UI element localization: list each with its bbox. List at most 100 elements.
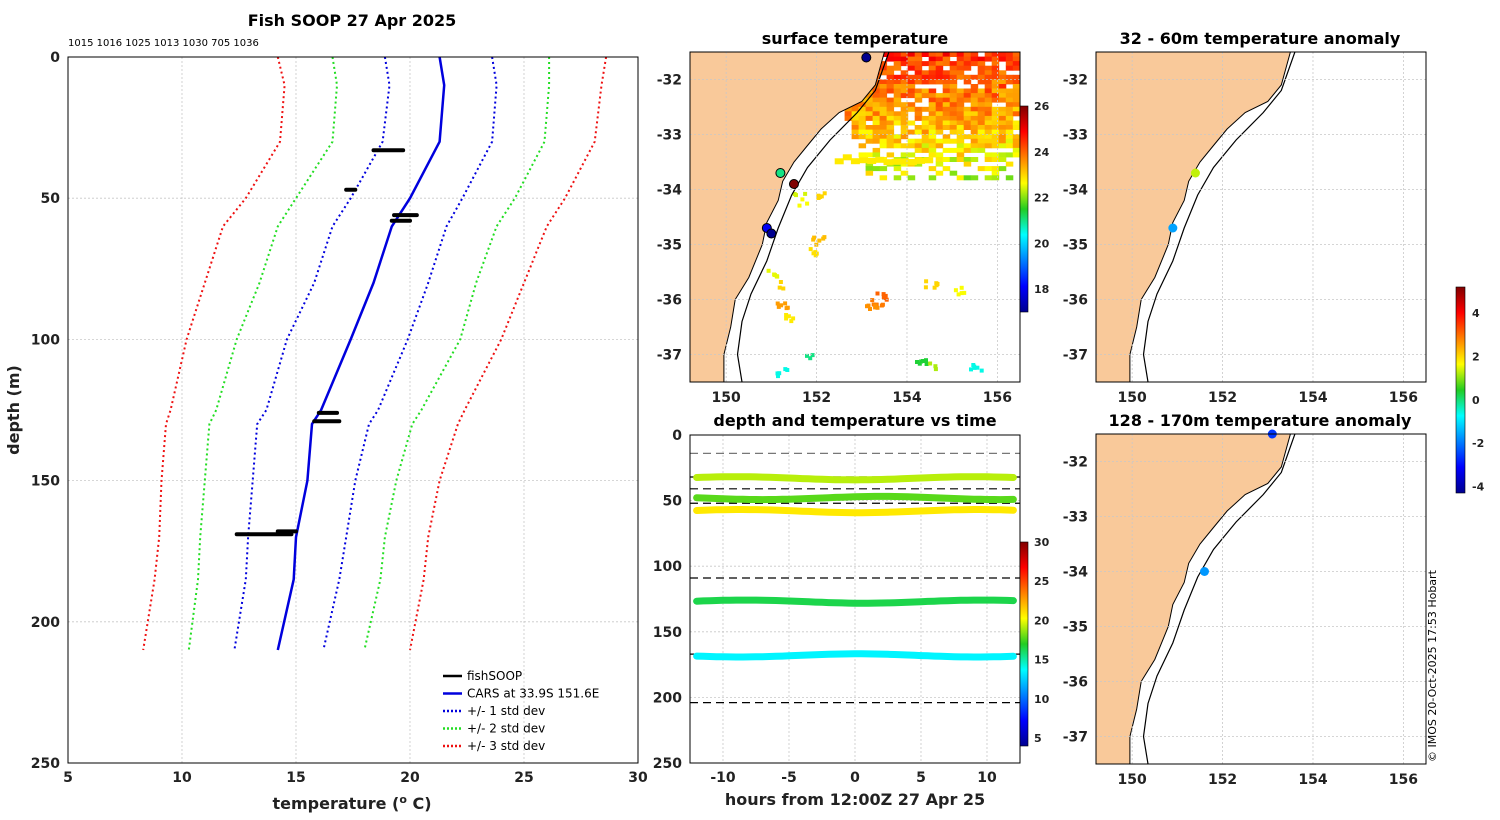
sst-pixel — [1019, 61, 1020, 67]
sst-pixel — [1005, 52, 1014, 57]
sst-pixel — [928, 152, 937, 158]
depth-time-colorbar-tick: 5 — [1034, 732, 1042, 745]
depth-time-track — [693, 492, 1017, 504]
sst-pixel — [991, 65, 1000, 71]
profile-xtick: 25 — [514, 770, 533, 786]
sst-pixel — [949, 115, 958, 121]
sst-pixel — [924, 362, 929, 366]
anomaly-colorbar — [1455, 286, 1466, 494]
surface-colorbar-tick: 26 — [1034, 100, 1050, 113]
surface-ytick: -37 — [657, 348, 682, 364]
sst-pixel — [886, 120, 895, 126]
sst-pixel — [942, 79, 951, 85]
surface-ytick: -32 — [657, 73, 682, 89]
sst-pixel — [991, 88, 1000, 94]
profile-series-line — [363, 57, 551, 651]
sst-pixel — [879, 106, 888, 112]
sst-pixel — [865, 166, 874, 172]
sst-pixel — [928, 88, 937, 94]
sst-pixel — [977, 79, 986, 85]
sst-pixel — [921, 106, 930, 112]
sst-pixel — [819, 194, 824, 199]
sst-pixel — [766, 268, 771, 273]
sst-pixel — [872, 129, 881, 135]
sst-pixel — [928, 111, 937, 117]
profile-ytick: 200 — [31, 615, 60, 631]
sst-pixel — [886, 84, 895, 89]
anomaly-shallow-title: 32 - 60m temperature anomaly — [1120, 29, 1401, 48]
sst-pixel — [970, 88, 979, 94]
sst-pixel — [917, 361, 922, 366]
sst-pixel — [942, 157, 951, 162]
sst-pixel — [991, 74, 1000, 80]
sst-pixel — [865, 111, 874, 117]
sst-pixel — [886, 97, 895, 103]
surface-ytick: -34 — [657, 183, 683, 199]
sst-pixel — [963, 125, 972, 130]
surface-land — [690, 52, 912, 382]
sst-pixel — [942, 166, 951, 172]
sst-pixel — [1005, 102, 1014, 108]
sst-pixel — [984, 52, 993, 57]
sst-pixel — [875, 156, 885, 163]
sst-pixel — [907, 93, 916, 99]
profile-ytick: 50 — [41, 191, 61, 207]
sst-pixel — [879, 129, 888, 135]
sst-pixel — [975, 365, 980, 370]
sst-pixel — [949, 106, 958, 112]
sst-pixel — [921, 120, 930, 126]
depth-time-ytick: 150 — [653, 625, 682, 641]
sst-pixel — [998, 93, 1007, 99]
sst-pixel — [1019, 65, 1020, 71]
sst-pixel — [921, 61, 930, 67]
sst-pixel — [900, 106, 909, 112]
sst-pixel — [1012, 152, 1020, 158]
sst-pixel — [893, 134, 902, 140]
depth-time-xtick: 5 — [916, 770, 926, 786]
anomaly-deep-point — [1199, 567, 1209, 576]
sst-pixel — [784, 316, 789, 321]
sst-pixel — [791, 316, 796, 321]
sst-pixel — [1019, 70, 1020, 76]
sst-pixel — [900, 152, 909, 158]
sst-pixel — [935, 129, 944, 135]
sst-pixel — [865, 106, 874, 112]
surface-ytick: -36 — [657, 293, 682, 309]
sst-pixel — [865, 115, 874, 121]
sst-pixel — [956, 65, 965, 71]
sst-pixel — [970, 74, 979, 80]
sst-pixel — [907, 159, 917, 165]
sst-pixel — [949, 170, 958, 176]
sst-pixel — [970, 111, 979, 117]
sst-pixel — [921, 125, 930, 130]
sst-pixel — [1005, 106, 1014, 112]
sst-pixel — [928, 143, 937, 149]
sst-pixel — [928, 61, 937, 67]
sst-pixel — [907, 129, 916, 135]
sst-pixel — [977, 134, 986, 140]
sst-pixel — [923, 285, 928, 290]
sst-pixel — [942, 102, 951, 108]
sst-pixel — [949, 129, 958, 135]
sst-pixel — [907, 65, 916, 71]
sst-pixel — [778, 280, 783, 284]
profile-series-line — [322, 56, 498, 651]
sst-pixel — [991, 120, 1000, 126]
sst-pixel — [949, 88, 958, 94]
sst-pixel — [991, 97, 1000, 103]
sst-pixel — [984, 152, 993, 158]
sst-pixel — [817, 238, 822, 243]
sst-pixel — [949, 52, 958, 57]
sst-pixel — [900, 88, 909, 94]
sst-pixel — [1005, 56, 1014, 62]
sst-pixel — [991, 170, 1000, 176]
sst-pixel — [984, 120, 993, 126]
sst-pixel — [921, 138, 930, 144]
sst-pixel — [935, 97, 944, 103]
sst-pixel — [949, 65, 958, 71]
sst-pixel — [942, 147, 951, 153]
sst-pixel — [1012, 74, 1020, 80]
profile-legend: fishSOOP CARS at 33.9S 151.6E +/- 1 std de… — [443, 669, 599, 753]
sst-pixel — [1005, 129, 1014, 135]
sst-pixel — [1005, 74, 1014, 80]
